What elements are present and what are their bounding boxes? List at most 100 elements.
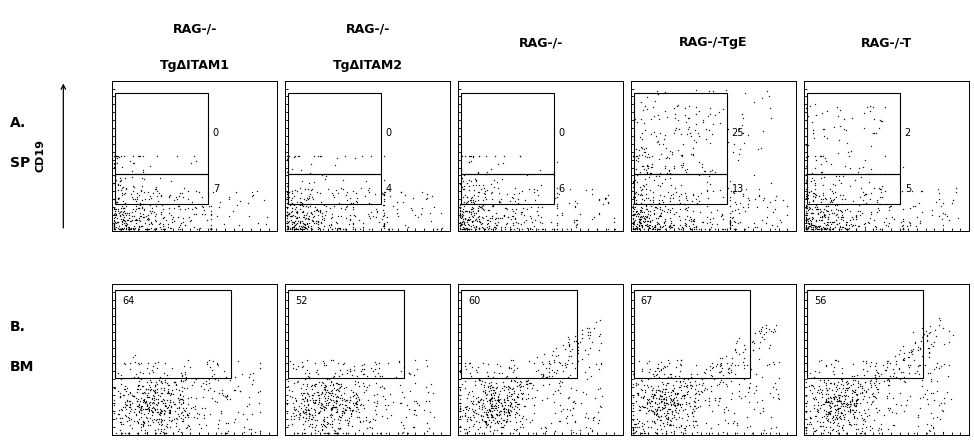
Point: [311, 401, 326, 408]
Point: [288, 209, 304, 216]
Point: [510, 400, 526, 407]
Point: [125, 216, 140, 224]
Point: [681, 422, 696, 429]
Point: [833, 414, 848, 422]
Point: [347, 381, 362, 388]
Point: [677, 426, 693, 434]
Point: [310, 218, 325, 225]
Point: [492, 390, 507, 397]
Point: [850, 426, 866, 433]
Point: [667, 391, 683, 398]
Point: [465, 152, 480, 159]
Point: [138, 405, 154, 412]
Point: [768, 206, 783, 213]
Point: [674, 401, 690, 408]
Point: [641, 154, 656, 161]
Point: [921, 353, 937, 361]
Point: [771, 375, 787, 382]
Point: [460, 194, 475, 201]
Point: [871, 426, 886, 433]
Point: [159, 405, 174, 412]
Point: [740, 223, 756, 230]
Point: [173, 396, 189, 403]
Point: [682, 226, 697, 233]
Point: [319, 402, 335, 409]
Point: [422, 209, 437, 216]
Point: [838, 220, 853, 227]
Point: [217, 392, 233, 400]
Point: [299, 225, 315, 232]
Point: [634, 223, 650, 230]
Point: [703, 372, 719, 379]
Point: [302, 202, 318, 210]
Point: [197, 200, 212, 207]
Point: [486, 414, 502, 421]
Point: [484, 212, 500, 219]
Point: [714, 354, 730, 362]
Point: [360, 418, 376, 425]
Point: [452, 405, 468, 412]
Point: [826, 197, 842, 204]
Point: [317, 215, 332, 222]
Point: [152, 393, 168, 400]
Point: [344, 423, 359, 430]
Point: [513, 209, 529, 216]
Point: [494, 423, 509, 431]
Point: [330, 220, 346, 227]
Point: [823, 403, 839, 410]
Point: [154, 421, 169, 428]
Point: [886, 216, 902, 223]
Point: [864, 383, 880, 391]
Point: [406, 410, 422, 418]
Point: [588, 318, 604, 325]
Point: [251, 400, 267, 407]
Point: [466, 199, 481, 206]
Point: [126, 224, 141, 232]
Point: [491, 190, 506, 197]
Point: [549, 226, 565, 233]
Point: [112, 393, 128, 400]
Point: [283, 194, 299, 202]
Point: [358, 177, 374, 185]
Point: [660, 415, 676, 422]
Point: [149, 408, 165, 415]
Point: [328, 400, 344, 407]
Point: [881, 407, 897, 414]
Point: [484, 214, 500, 221]
Point: [301, 392, 317, 399]
Point: [512, 152, 528, 159]
Point: [798, 215, 813, 222]
Point: [870, 208, 885, 215]
Point: [487, 220, 503, 227]
Point: [634, 144, 650, 151]
Point: [827, 357, 843, 364]
Point: [497, 205, 512, 212]
Point: [491, 160, 506, 167]
Point: [304, 160, 319, 168]
Point: [555, 341, 571, 349]
Point: [114, 224, 130, 231]
Point: [142, 162, 158, 169]
Point: [545, 348, 561, 355]
Point: [832, 397, 847, 405]
Point: [462, 226, 477, 233]
Point: [153, 397, 169, 405]
Point: [850, 223, 866, 230]
Point: [666, 427, 682, 434]
Point: [113, 213, 129, 220]
Point: [552, 402, 568, 409]
Point: [317, 386, 332, 393]
Point: [368, 214, 384, 221]
Point: [649, 138, 664, 146]
Point: [520, 394, 536, 401]
Point: [799, 226, 814, 233]
Point: [475, 181, 491, 189]
Point: [461, 427, 476, 434]
Point: [514, 209, 530, 216]
Point: [678, 219, 693, 226]
Point: [279, 212, 294, 220]
Point: [595, 201, 611, 208]
Point: [149, 201, 165, 208]
Point: [131, 408, 147, 415]
Point: [492, 412, 507, 419]
